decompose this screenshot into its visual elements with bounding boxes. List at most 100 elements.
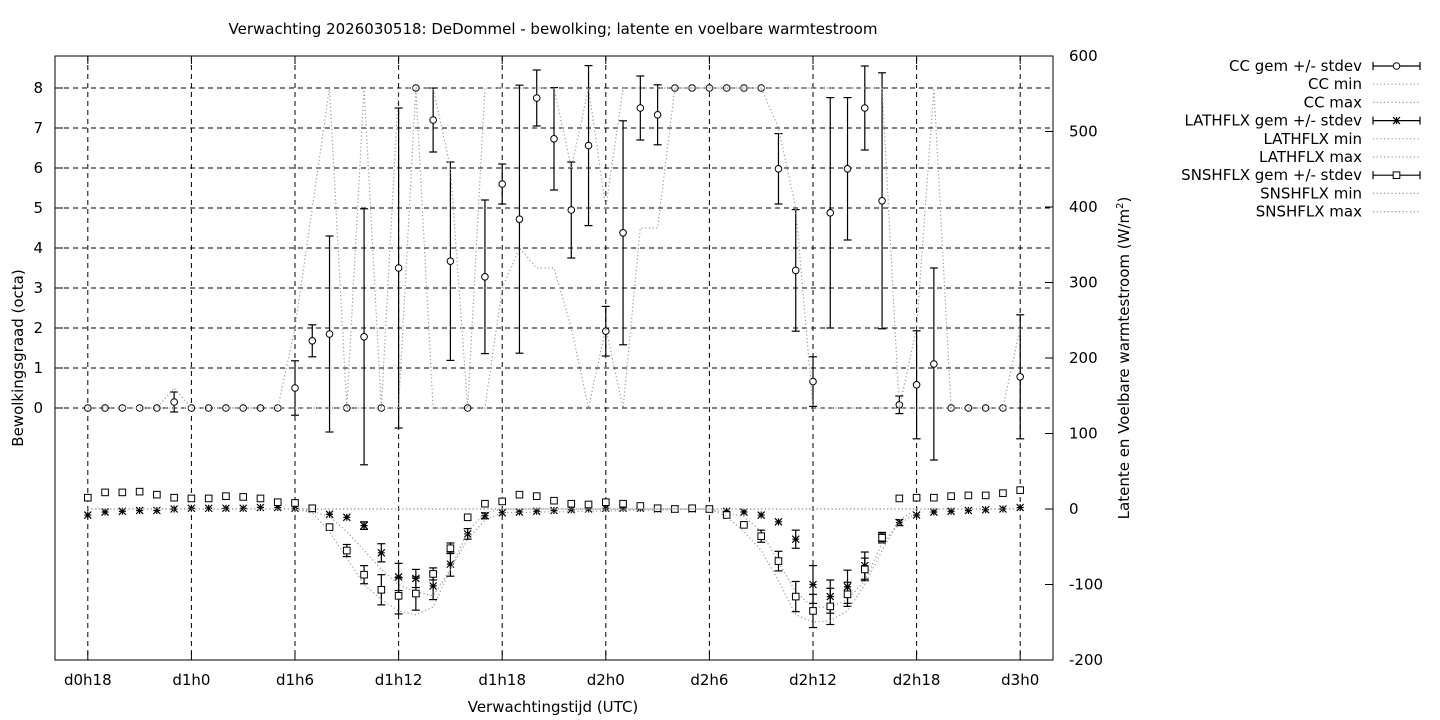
series-lathflx-min <box>294 508 917 608</box>
square-marker <box>412 589 420 598</box>
circle-marker <box>619 229 627 237</box>
circle-marker <box>1016 373 1024 381</box>
square-marker <box>170 493 178 502</box>
circle-marker <box>325 330 334 338</box>
x-axis-label: Verwachtingstijd (UTC) <box>468 698 639 716</box>
square-marker <box>343 546 351 555</box>
circle-marker <box>308 337 317 345</box>
x-tick-label: d1h6 <box>276 671 314 689</box>
star-marker <box>774 517 783 526</box>
series-snshflx-gem-stdev <box>84 486 1024 629</box>
star-marker <box>446 560 455 569</box>
square-marker <box>325 523 334 531</box>
star-marker <box>532 507 541 516</box>
y-tick-label: 5 <box>33 199 43 217</box>
star-marker <box>584 505 593 513</box>
square-marker <box>653 504 662 513</box>
y2-tick-label: -100 <box>1069 576 1103 594</box>
star-marker <box>740 508 748 516</box>
square-marker <box>187 494 196 503</box>
circle-marker <box>256 404 265 412</box>
square-marker <box>101 488 109 497</box>
square-marker <box>601 498 610 507</box>
x-tick-label: d0h18 <box>64 671 112 689</box>
circle-marker <box>204 404 213 412</box>
star-marker <box>101 508 109 516</box>
y-axis-label: Bewolkingsgraad (octa) <box>9 269 27 446</box>
square-marker <box>826 602 835 611</box>
circle-marker <box>118 404 127 412</box>
square-marker <box>273 498 282 507</box>
square-marker <box>394 592 403 600</box>
y2-axis-label-main: Latente en Voelbare warmtestroom (W/m <box>1115 209 1133 519</box>
series-layer <box>83 64 1025 629</box>
star-marker <box>325 510 334 519</box>
square-marker <box>481 499 489 508</box>
square-marker <box>947 492 955 500</box>
circle-marker <box>429 116 437 124</box>
square-marker <box>377 585 386 594</box>
star-marker <box>791 535 800 544</box>
y2-axis-label-end: ) <box>1115 197 1133 203</box>
square-marker <box>567 499 576 508</box>
y2-tick-label: 300 <box>1069 274 1098 292</box>
square-marker <box>722 511 731 519</box>
star-marker <box>550 506 558 515</box>
square-marker <box>740 521 748 529</box>
circle-marker <box>567 206 576 214</box>
star-marker <box>947 507 956 516</box>
star-marker <box>273 503 282 512</box>
series-line <box>294 508 917 608</box>
x-tick-label: d2h6 <box>690 671 728 689</box>
star-marker <box>429 582 438 590</box>
legend-label: LATHFLX min <box>1263 130 1362 148</box>
star-marker <box>999 505 1007 513</box>
circle-marker <box>446 257 455 266</box>
circle-marker <box>878 197 886 205</box>
square-marker <box>515 490 524 499</box>
x-tick-label: d2h0 <box>587 671 625 689</box>
circle-marker <box>481 273 489 281</box>
legend-label: SNSHFLX max <box>1256 203 1362 221</box>
square-marker <box>84 493 92 502</box>
star-marker <box>394 573 403 581</box>
circle-marker <box>912 381 921 389</box>
square-marker <box>222 492 230 500</box>
star-marker <box>83 511 92 519</box>
y-tick-label: 6 <box>33 159 43 177</box>
legend-label: SNSHFLX min <box>1260 184 1362 202</box>
x-tick-label: d2h12 <box>789 671 837 689</box>
square-marker <box>135 487 144 496</box>
y-tick-label: 3 <box>33 279 43 297</box>
square-marker <box>688 504 696 513</box>
circle-marker <box>653 111 662 119</box>
square-marker <box>153 490 161 499</box>
square-marker <box>498 497 507 506</box>
series-lathflx-gem-stdev <box>83 503 1025 614</box>
y2-tick-label: 200 <box>1069 349 1098 367</box>
star-marker <box>118 507 127 516</box>
series-line <box>87 87 1021 409</box>
square-marker <box>636 502 645 510</box>
legend-label: LATHFLX gem +/- stdev <box>1184 112 1362 130</box>
square-marker <box>895 494 904 503</box>
circle-marker <box>774 165 783 173</box>
circle-marker <box>860 104 869 112</box>
square-marker <box>204 494 213 503</box>
square-marker <box>912 493 921 502</box>
square-marker <box>463 513 472 522</box>
circle-marker <box>291 384 299 392</box>
y2-axis-label-sup: 2 <box>1115 203 1126 209</box>
circle-marker <box>360 333 368 341</box>
square-marker <box>429 570 437 578</box>
star-marker <box>757 511 766 519</box>
y-tick-label: 7 <box>33 119 43 137</box>
circle-marker <box>981 404 990 412</box>
y2-tick-label: 500 <box>1069 123 1098 141</box>
star-marker <box>291 504 299 513</box>
square-marker <box>878 533 886 542</box>
x-tick-label: d2h18 <box>893 671 941 689</box>
circle-marker <box>1392 62 1401 70</box>
square-marker <box>360 570 368 579</box>
